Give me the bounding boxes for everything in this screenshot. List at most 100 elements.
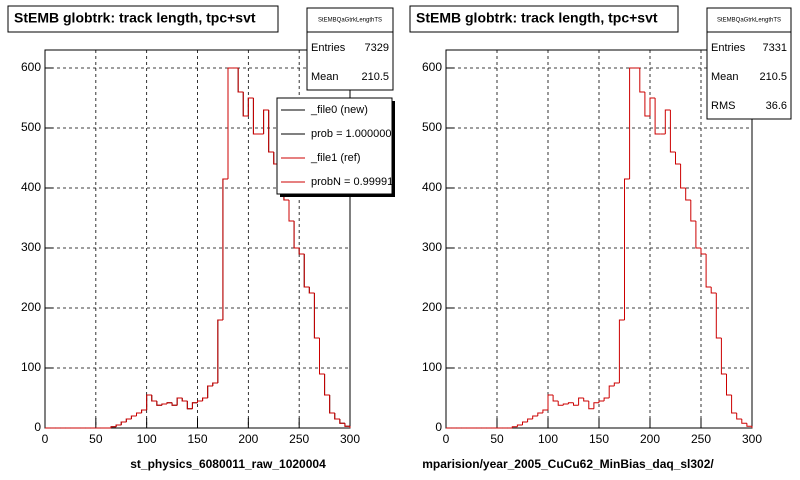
histogram-bin [690, 200, 696, 222]
histogram-bin [166, 402, 173, 404]
histogram-bin [542, 409, 548, 413]
histogram-bin [516, 424, 523, 427]
histogram-bin [547, 394, 554, 410]
x-tick-label: 250 [289, 432, 309, 446]
stats-value: 7329 [365, 42, 389, 54]
stats-label: RMS [711, 100, 735, 112]
histogram-bin [207, 385, 213, 398]
histogram-bin [710, 287, 717, 294]
histogram-bin [736, 413, 742, 420]
histogram-bin [141, 409, 147, 413]
histogram-bin [726, 374, 732, 396]
histogram-bin [562, 403, 569, 406]
histogram-bin [115, 424, 122, 427]
histogram-bin [537, 412, 543, 416]
y-tick-label: 500 [21, 120, 41, 134]
histogram-bin [522, 421, 528, 425]
histogram-bin [156, 401, 162, 406]
histogram-bin [313, 293, 320, 339]
histogram-bin [324, 374, 330, 396]
histogram-bin [654, 98, 661, 135]
histogram-bin [130, 415, 137, 419]
histogram-bin [552, 395, 559, 402]
stats-title: StEMBQaGtrkLengthTS [717, 18, 781, 24]
y-tick-label: 300 [422, 240, 442, 254]
stats-box [706, 7, 792, 120]
histogram-bin [567, 402, 574, 404]
histogram-bin [339, 419, 345, 424]
legend-label: _file1 (ref) [310, 152, 361, 164]
histogram-bin [700, 248, 707, 255]
histogram-bin [252, 98, 259, 135]
histogram-bin [573, 402, 579, 406]
histogram-bin [613, 382, 620, 386]
histogram-bin [151, 395, 157, 402]
histogram-bin [741, 419, 747, 424]
histogram-bin [527, 418, 533, 422]
histogram-bin [176, 397, 183, 406]
y-tick-label: 300 [21, 240, 41, 254]
histogram-bin [247, 97, 254, 116]
histogram-bin [578, 397, 584, 406]
histogram-bin [583, 398, 589, 402]
histogram-bin [191, 402, 198, 409]
histogram-bin [217, 319, 223, 383]
histogram-bin [746, 423, 752, 427]
x-tick-label: 200 [640, 432, 660, 446]
histogram-bin [298, 248, 305, 255]
y-tick-label: 600 [422, 60, 442, 74]
histogram-bin [197, 400, 203, 403]
legend-box [276, 97, 393, 195]
y-tick-label: 100 [21, 360, 41, 374]
histogram-bin [557, 401, 564, 406]
x-tick-label: 300 [742, 432, 762, 446]
title-box [409, 5, 679, 33]
y-tick-label: 500 [422, 120, 442, 134]
histogram-bin [125, 418, 132, 422]
stats-title: StEMBQaGtrkLengthTS [318, 18, 382, 24]
histogram-bin [146, 394, 152, 410]
histogram-bin [120, 421, 127, 425]
histogram-bin [624, 178, 630, 320]
legend-label: probN = 0.99991 [311, 176, 393, 188]
stats-value: 210.5 [361, 71, 389, 83]
histogram-bin [344, 423, 350, 427]
title-box [7, 5, 279, 33]
histogram-bin [608, 385, 615, 398]
histogram-bin [618, 319, 625, 383]
histogram-bin [329, 395, 335, 414]
histogram-bin [136, 412, 142, 416]
x-tick-label: 100 [137, 432, 157, 446]
histogram-bin [675, 152, 681, 165]
chart-title: StEMB globtrk: track length, tpc+svt [14, 10, 256, 26]
histogram-bin [212, 382, 218, 386]
histogram-bin [639, 68, 645, 93]
histogram-bin [181, 398, 188, 402]
y-tick-label: 0 [34, 420, 41, 434]
histogram-bin [644, 92, 650, 117]
histogram-bin [237, 68, 244, 93]
histogram-bin [532, 415, 538, 419]
stats-value: 7331 [763, 42, 787, 54]
stats-label: Mean [311, 71, 339, 83]
histogram-bin [263, 109, 269, 134]
histogram-bin [731, 395, 737, 414]
stats-label: Entries [711, 42, 746, 54]
histogram-bin [685, 188, 691, 201]
histogram-bin [110, 426, 117, 428]
stats-label: Mean [711, 71, 739, 83]
x-tick-label: 200 [238, 432, 258, 446]
histogram-bin [511, 426, 518, 428]
y-tick-label: 600 [21, 60, 41, 74]
histogram-bin [227, 67, 234, 179]
histogram-bin [186, 401, 193, 410]
histogram-bin [695, 221, 701, 249]
histogram-bin [649, 97, 656, 116]
x-tick-label: 100 [538, 432, 558, 446]
histogram-bin [303, 254, 310, 288]
stats-value: 210.5 [759, 71, 787, 83]
histogram-bin [202, 397, 208, 401]
x-axis-label: st_physics_6080011_raw_1020004 [130, 457, 326, 471]
x-tick-label: 150 [187, 432, 207, 446]
